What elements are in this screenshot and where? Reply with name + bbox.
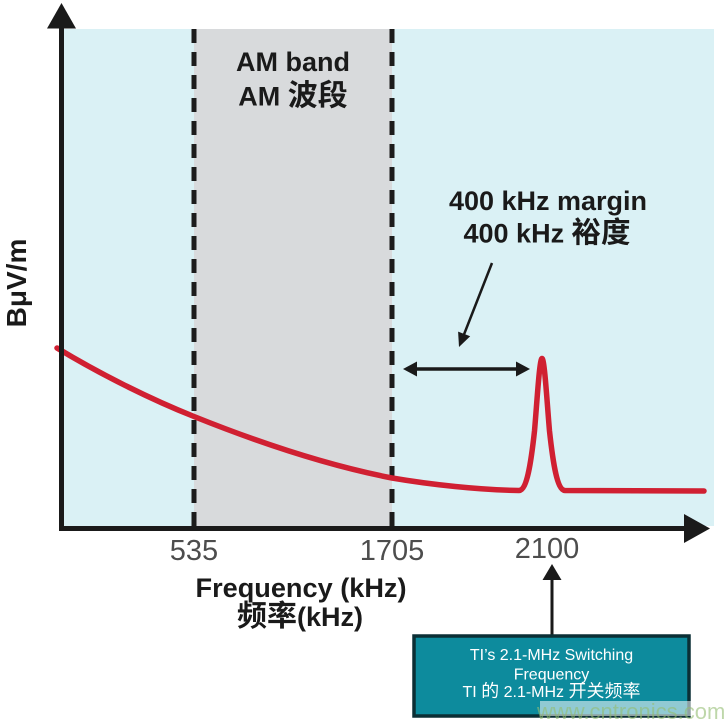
svg-text:1705: 1705 (360, 535, 425, 567)
svg-text:BμV/m: BμV/m (1, 239, 32, 328)
svg-text:www.cntronics.com: www.cntronics.com (536, 699, 725, 724)
svg-text:400 kHz: 400 kHz (464, 219, 565, 249)
svg-text:TI: TI (463, 684, 477, 701)
svg-text:AM band: AM band (236, 47, 350, 77)
svg-text:Frequency (kHz): Frequency (kHz) (196, 573, 407, 603)
svg-text:(kHz): (kHz) (297, 602, 363, 632)
svg-text:AM: AM (238, 82, 280, 112)
svg-text:400 kHz margin: 400 kHz margin (449, 186, 647, 216)
svg-text:TI’s 2.1-MHz Switching: TI’s 2.1-MHz Switching (470, 647, 633, 664)
svg-text:2100: 2100 (515, 533, 580, 565)
svg-text:535: 535 (170, 535, 218, 567)
svg-text:2.1-MHz: 2.1-MHz (504, 684, 564, 701)
svg-text:Frequency: Frequency (514, 667, 590, 684)
